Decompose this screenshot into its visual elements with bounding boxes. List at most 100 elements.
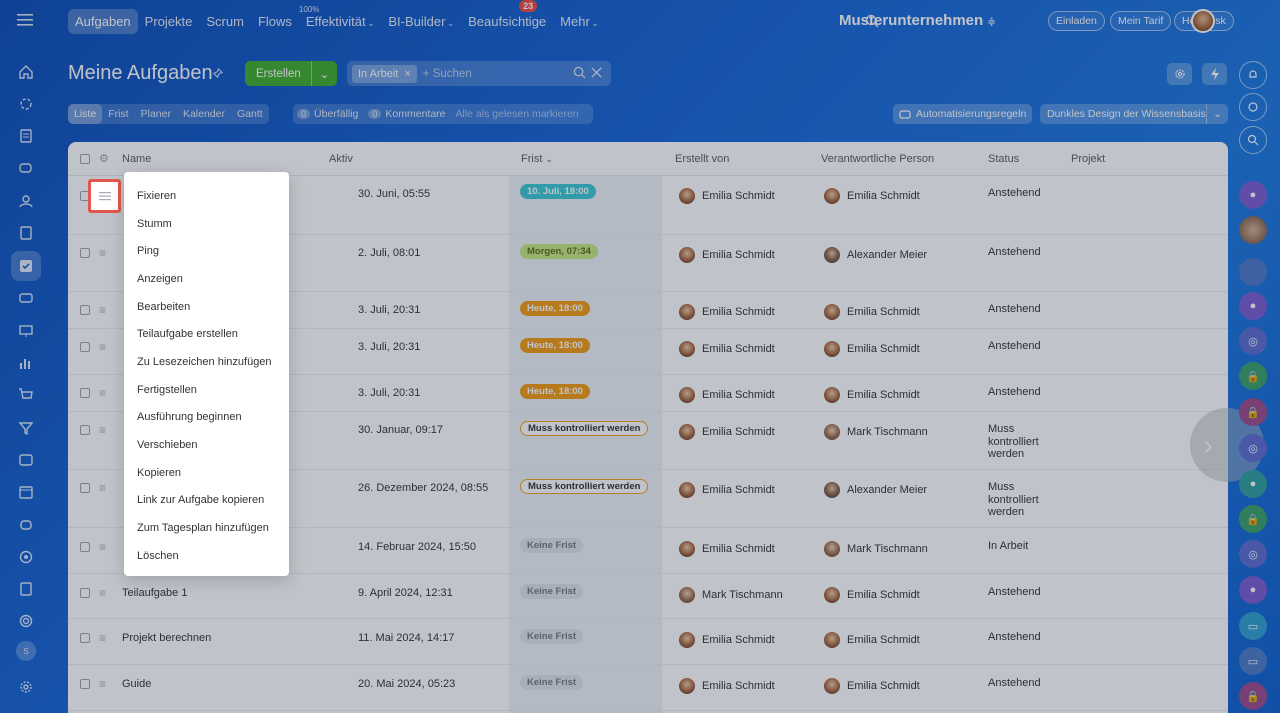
mark-all-read-link[interactable]: Alle als gelesen markieren	[455, 108, 579, 120]
topnav-item-2[interactable]: Scrum	[199, 9, 251, 34]
created-by[interactable]: Emilia Schmidt	[679, 424, 775, 440]
analytics-icon[interactable]	[11, 348, 41, 378]
deadline-badge[interactable]: Keine Frist	[520, 629, 584, 644]
search-top-icon[interactable]	[865, 14, 879, 31]
table-row[interactable]: ≡ 3. Juli, 20:31 Heute, 18:00 Emilia Sch…	[68, 292, 1228, 329]
responsible-person[interactable]: Alexander Meier	[824, 482, 927, 498]
responsible-person[interactable]: Emilia Schmidt	[824, 341, 920, 357]
created-by[interactable]: Emilia Schmidt	[679, 387, 775, 403]
context-menu-item[interactable]: Stumm	[137, 217, 172, 230]
context-menu-item[interactable]: Löschen	[137, 549, 179, 562]
column-responsible[interactable]: Verantwortliche Person	[821, 153, 935, 165]
row-menu-icon[interactable]: ≡	[99, 481, 107, 495]
created-by[interactable]: Emilia Schmidt	[679, 304, 775, 320]
table-row[interactable]: ≡ 2. Juli, 08:01 Morgen, 07:34 Emilia Sc…	[68, 235, 1228, 292]
deadline-badge[interactable]: Keine Frist	[520, 675, 584, 690]
topnav-item-1[interactable]: Projekte	[138, 9, 200, 34]
deadline-badge[interactable]: Heute, 18:00	[520, 338, 590, 353]
topnav-item-6[interactable]: Beaufsichtige 23	[461, 0, 553, 34]
dark-design-button[interactable]: Dunkles Design der Wissensbasis ⌄	[1040, 104, 1228, 124]
cart-icon[interactable]	[11, 380, 41, 410]
responsible-person[interactable]: Mark Tischmann	[824, 541, 928, 557]
row-checkbox[interactable]	[80, 633, 90, 643]
responsible-person[interactable]: Alexander Meier	[824, 247, 927, 263]
topnav-item-7[interactable]: Mehr ⌄	[553, 9, 605, 34]
deadline-badge[interactable]: Keine Frist	[520, 538, 584, 553]
presentation-icon[interactable]	[11, 316, 41, 346]
created-by[interactable]: Emilia Schmidt	[679, 341, 775, 357]
lock-icon[interactable]: 🔒	[1239, 362, 1267, 390]
support-icon[interactable]	[11, 606, 41, 636]
column-name[interactable]: Name	[122, 153, 152, 165]
funnel-icon[interactable]	[11, 413, 41, 443]
message-icon[interactable]: ▭	[1239, 612, 1267, 640]
lock-icon[interactable]: 🔒	[1239, 398, 1267, 426]
chat-bot-icon[interactable]: ●	[1239, 181, 1267, 209]
select-all-checkbox[interactable]	[80, 154, 90, 164]
lock-icon[interactable]: 🔒	[1239, 682, 1267, 710]
created-by[interactable]: Mark Tischmann	[679, 587, 783, 603]
search-input[interactable]: + Suchen	[422, 67, 472, 80]
company-name[interactable]: Musterunternehmen ≑	[839, 12, 996, 29]
invite-button[interactable]: Einladen	[1048, 11, 1105, 31]
row-checkbox[interactable]	[80, 342, 90, 352]
create-button[interactable]: Erstellen ⌄	[245, 61, 337, 86]
home-icon[interactable]	[11, 57, 41, 87]
responsible-person[interactable]: Emilia Schmidt	[824, 587, 920, 603]
column-active[interactable]: Aktiv	[329, 153, 353, 165]
deadline-badge[interactable]: Muss kontrolliert werden	[520, 479, 649, 494]
context-menu-item[interactable]: Link zur Aufgabe kopieren	[137, 494, 265, 507]
topnav-item-4[interactable]: 100% Effektivität ⌄	[299, 5, 381, 34]
clear-icon[interactable]	[590, 66, 603, 79]
table-row[interactable]: ≡ Teilaufgabe 1 9. April 2024, 12:31 Kei…	[68, 574, 1228, 619]
group-avatar[interactable]	[1239, 258, 1267, 286]
tab-2[interactable]: Planer	[140, 108, 171, 120]
row-menu-icon[interactable]: ≡	[99, 677, 107, 691]
settings-icon[interactable]	[11, 672, 41, 702]
row-menu-icon[interactable]: ≡	[99, 303, 107, 317]
row-checkbox[interactable]	[80, 679, 90, 689]
row-menu-button-highlighted[interactable]	[88, 179, 121, 213]
context-menu-item[interactable]: Fertigstellen	[137, 383, 197, 396]
context-menu-item[interactable]: Kopieren	[137, 466, 182, 479]
target-icon[interactable]	[11, 542, 41, 572]
task-name[interactable]: Teilaufgabe 1	[122, 587, 188, 599]
card-icon[interactable]: ▭	[1239, 647, 1267, 675]
deadline-badge[interactable]: Heute, 18:00	[520, 384, 590, 399]
task-name[interactable]: Projekt berechnen	[122, 632, 212, 644]
row-checkbox[interactable]	[80, 588, 90, 598]
row-menu-icon[interactable]: ≡	[99, 423, 107, 437]
user-avatar[interactable]	[1191, 9, 1215, 33]
responsible-person[interactable]: Emilia Schmidt	[824, 678, 920, 694]
table-row[interactable]: ≡ 14. Februar 2024, 15:50 Keine Frist Em…	[68, 528, 1228, 574]
lightning-icon[interactable]	[1202, 63, 1227, 85]
responsible-person[interactable]: Emilia Schmidt	[824, 387, 920, 403]
crm-icon[interactable]	[11, 283, 41, 313]
deadline-badge[interactable]: Morgen, 07:34	[520, 244, 598, 259]
row-menu-icon[interactable]: ≡	[99, 631, 107, 645]
responsible-person[interactable]: Emilia Schmidt	[824, 188, 920, 204]
responsible-person[interactable]: Emilia Schmidt	[824, 304, 920, 320]
sign-icon[interactable]	[11, 574, 41, 604]
row-checkbox[interactable]	[80, 542, 90, 552]
created-by[interactable]: Emilia Schmidt	[679, 541, 775, 557]
comments-counter[interactable]: 0 Kommentare	[368, 108, 446, 120]
context-menu-item[interactable]: Fixieren	[137, 189, 177, 202]
row-menu-icon[interactable]: ≡	[99, 586, 107, 600]
deadline-badge[interactable]: Keine Frist	[520, 584, 584, 599]
topnav-item-5[interactable]: BI-Builder ⌄	[381, 9, 461, 34]
table-row[interactable]: ≡ 30. Juni, 05:55 10. Juli, 18:00 Emilia…	[68, 176, 1228, 235]
search-filter-box[interactable]: In Arbeit × + Suchen	[347, 61, 611, 86]
topnav-item-0[interactable]: Aufgaben	[68, 8, 138, 34]
search-icon[interactable]	[1239, 126, 1267, 154]
created-by[interactable]: Emilia Schmidt	[679, 188, 775, 204]
deadline-badge[interactable]: Muss kontrolliert werden	[520, 421, 649, 436]
column-settings-icon[interactable]: ⚙	[99, 153, 109, 165]
column-status[interactable]: Status	[988, 153, 1020, 165]
table-row[interactable]: ≡ Guide 20. Mai 2024, 05:23 Keine Frist …	[68, 665, 1228, 711]
plan-button[interactable]: Mein Tarif	[1110, 11, 1172, 31]
bell-icon[interactable]	[1239, 61, 1267, 89]
tab-4[interactable]: Gantt	[237, 108, 263, 120]
context-menu-item[interactable]: Verschieben	[137, 439, 198, 452]
table-row[interactable]: ≡ 3. Juli, 20:31 Heute, 18:00 Emilia Sch…	[68, 375, 1228, 412]
